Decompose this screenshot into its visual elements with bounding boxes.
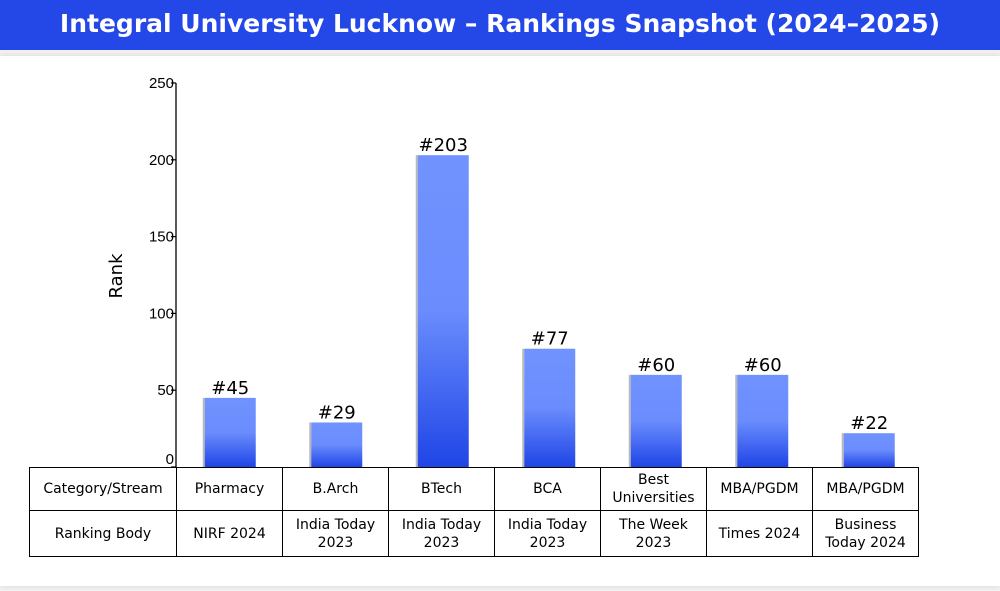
bar [417, 155, 469, 467]
y-axis-label: Rank [106, 253, 127, 299]
bar-shadow [735, 374, 738, 467]
ranking-body-cell: Business Today 2024 [812, 510, 919, 557]
y-tick-label: 250 [149, 75, 174, 92]
ranking-body-cell: India Today 2023 [494, 510, 601, 557]
bar-shadow [841, 433, 844, 467]
category-table: Category/Stream Pharmacy B.Arch BTech BC… [29, 467, 919, 557]
y-tick-label: 0 [166, 451, 174, 468]
bar-shadow [628, 374, 631, 467]
ranking-body-cell: NIRF 2024 [176, 510, 283, 557]
y-ticks: 0 50 100 150 200 250 [149, 75, 176, 468]
title-bar [0, 0, 1000, 50]
bar-value-label: #60 [744, 355, 782, 376]
bar [311, 422, 363, 467]
y-tick-label: 200 [149, 152, 174, 169]
bar [737, 374, 789, 467]
bar [524, 348, 576, 467]
y-tick-label: 150 [149, 229, 174, 246]
ranking-body-cell: Times 2024 [706, 510, 813, 557]
category-cell: Pharmacy [176, 467, 283, 511]
bar-shadow [415, 155, 418, 467]
bar-shadow [309, 422, 312, 467]
category-cell: B.Arch [282, 467, 389, 511]
bar-value-label: #203 [419, 135, 468, 156]
bar-value-label: #60 [637, 355, 675, 376]
category-row: Category/Stream Pharmacy B.Arch BTech BC… [29, 467, 919, 511]
chart-title: Integral University Lucknow – Rankings S… [59, 9, 941, 38]
bar-value-label: #29 [318, 402, 356, 423]
ranking-body-cell: India Today 2023 [282, 510, 389, 557]
ranking-body-cell: India Today 2023 [388, 510, 495, 557]
category-header: Category/Stream [29, 467, 177, 511]
bar [843, 433, 895, 467]
category-cell: BTech [388, 467, 495, 511]
bar-value-label: #22 [850, 413, 888, 434]
ranking-body-header: Ranking Body [29, 510, 177, 557]
bar [204, 397, 256, 467]
category-cell: MBA/PGDM [706, 467, 813, 511]
bar [630, 374, 682, 467]
category-cell: BCA [494, 467, 601, 511]
bar-shadow [522, 348, 525, 467]
bar-value-label: #45 [211, 378, 249, 399]
bar-value-label: #77 [531, 329, 569, 350]
y-tick-label: 50 [157, 382, 174, 399]
bars [202, 155, 895, 467]
bar-shadow [202, 397, 205, 467]
ranking-body-cell: The Week 2023 [600, 510, 707, 557]
y-tick-label: 100 [149, 305, 174, 322]
ranking-body-row: Ranking Body NIRF 2024 India Today 2023 … [29, 510, 919, 557]
category-cell: Best Universities [600, 467, 707, 511]
category-cell: MBA/PGDM [812, 467, 919, 511]
bar-labels: #45 #29 #203 #77 #60 #60 #22 [211, 135, 888, 434]
